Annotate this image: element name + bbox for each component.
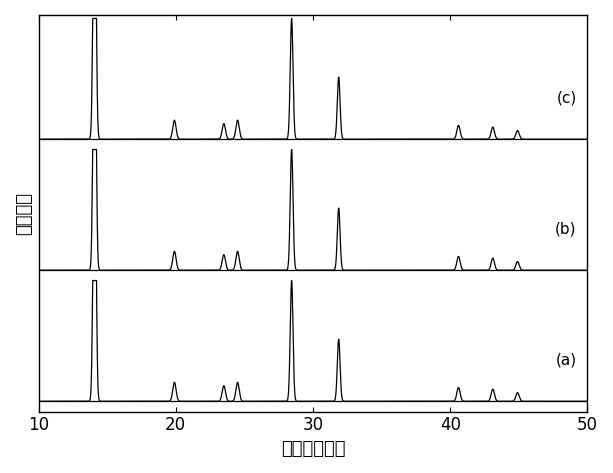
X-axis label: 衍射角（度）: 衍射角（度） [281,440,345,458]
Text: (b): (b) [555,221,576,236]
Text: (a): (a) [555,352,576,368]
Text: (c): (c) [556,90,576,105]
Y-axis label: 衍射强度: 衍射强度 [15,192,33,235]
